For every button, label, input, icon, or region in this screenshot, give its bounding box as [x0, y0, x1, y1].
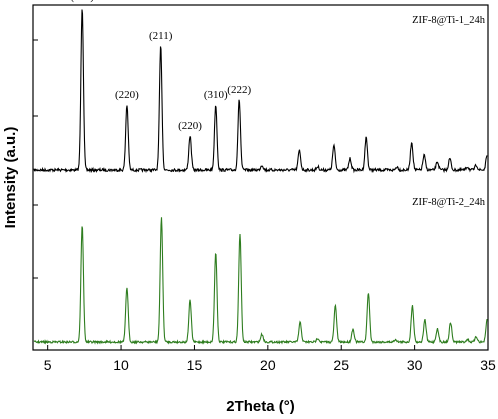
y-axis-title: Intensity (a.u.)	[2, 127, 19, 229]
series-label: ZIF-8@Ti-2_24h	[412, 197, 486, 208]
series-label: ZIF-8@Ti-1_24h	[412, 15, 486, 26]
x-tick-label: 25	[333, 357, 349, 373]
y-axis-ticks	[33, 39, 38, 279]
peak-label: (110)	[70, 0, 94, 3]
x-tick-label: 15	[187, 357, 203, 373]
x-tick-label: 30	[407, 357, 423, 373]
x-tick-label: 5	[44, 357, 52, 373]
peak-label: (211)	[149, 30, 173, 42]
peak-label: (310)	[204, 89, 228, 101]
x-tick-label: 10	[113, 357, 129, 373]
x-tick-label: 20	[260, 357, 276, 373]
x-tick-label: 35	[480, 357, 496, 373]
plot-border	[32, 4, 489, 351]
plot-frame	[32, 4, 489, 351]
x-axis-ticks: 5 10 15 20 25 30 35	[44, 345, 496, 373]
peak-label: (222)	[227, 84, 251, 96]
trace-1	[33, 9, 488, 174]
peak-label: (220)	[115, 89, 139, 101]
x-axis-title: 2Theta (°)	[226, 398, 295, 415]
traces	[33, 9, 488, 345]
peak-annotations: (110) (220) (211) (220) (310)(222)	[70, 0, 251, 132]
series-labels: ZIF-8@Ti-1_24h ZIF-8@Ti-2_24h	[412, 15, 486, 208]
trace-2	[33, 217, 488, 345]
peak-label: (220)	[178, 120, 202, 132]
